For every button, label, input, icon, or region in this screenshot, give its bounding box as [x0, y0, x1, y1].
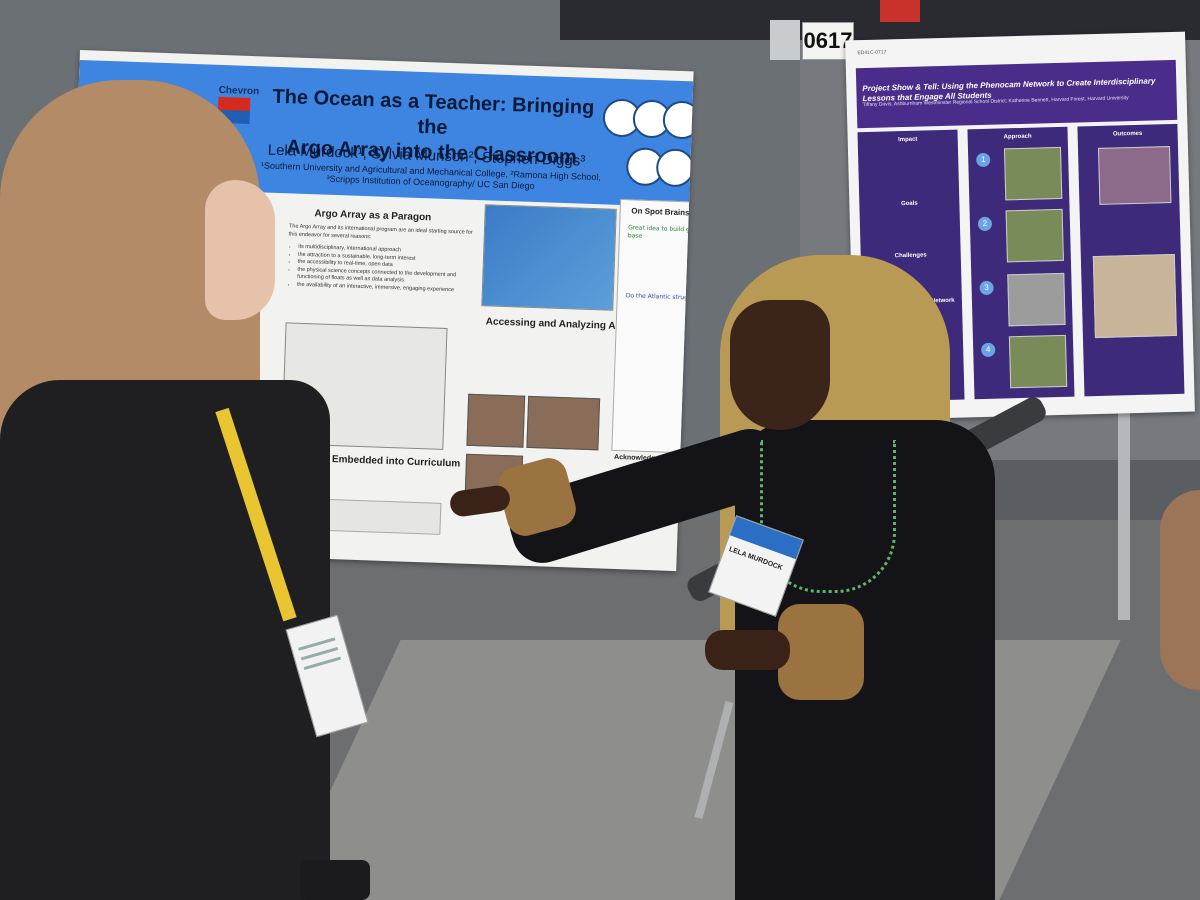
argo-map-image	[481, 204, 617, 311]
brainstorm-board: On Spot Brainstorm! Great idea to build …	[611, 198, 694, 455]
paragon-list: its multidisciplinary, international app…	[287, 243, 478, 295]
step-number: 3	[979, 280, 994, 296]
student-photo	[1097, 146, 1172, 205]
bag	[300, 860, 370, 900]
column-outcomes: Outcomes	[1077, 123, 1185, 397]
chart-image	[1007, 272, 1066, 327]
step-number: 4	[981, 342, 996, 358]
paragon-intro: The Argo Array and its international pro…	[288, 223, 473, 240]
goals-heading: Goals	[900, 200, 918, 208]
person-right-face	[730, 300, 830, 430]
person-left-jacket	[0, 380, 330, 900]
brainstorm-heading: On Spot Brainstorm!	[631, 206, 694, 219]
step-number: 2	[977, 216, 993, 232]
brainstorm-note: Great idea to build go data base	[627, 224, 694, 240]
section-paragon-heading: Argo Array as a Paragon	[314, 208, 432, 224]
column-heading: Impact	[897, 136, 918, 144]
classroom-photo	[466, 393, 526, 448]
student-photo	[1008, 334, 1068, 389]
classroom-photo	[526, 395, 601, 451]
necklace	[760, 440, 896, 593]
open-hand	[705, 630, 790, 670]
badge-text-line	[303, 656, 341, 670]
student-photo	[1005, 208, 1064, 263]
column-approach: Approach 1 2 3 4	[967, 126, 1075, 400]
poster-code: ED41C-0717	[857, 49, 887, 57]
leopard-cuff	[778, 604, 864, 700]
column-heading: Approach	[1003, 133, 1032, 141]
sponsor-label: Chevron	[218, 84, 260, 98]
brainstorm-note: Do the Atlantic struggle!	[625, 292, 694, 302]
column-heading: Outcomes	[1112, 130, 1143, 138]
student-work-photo	[1092, 253, 1177, 339]
person-edge	[1160, 490, 1200, 690]
student-photo	[1003, 146, 1063, 201]
step-number: 1	[976, 152, 991, 168]
person-left-face	[205, 180, 275, 320]
board-post-top	[770, 20, 800, 60]
su-logo-icon	[655, 148, 694, 188]
red-sign	[880, 0, 920, 22]
